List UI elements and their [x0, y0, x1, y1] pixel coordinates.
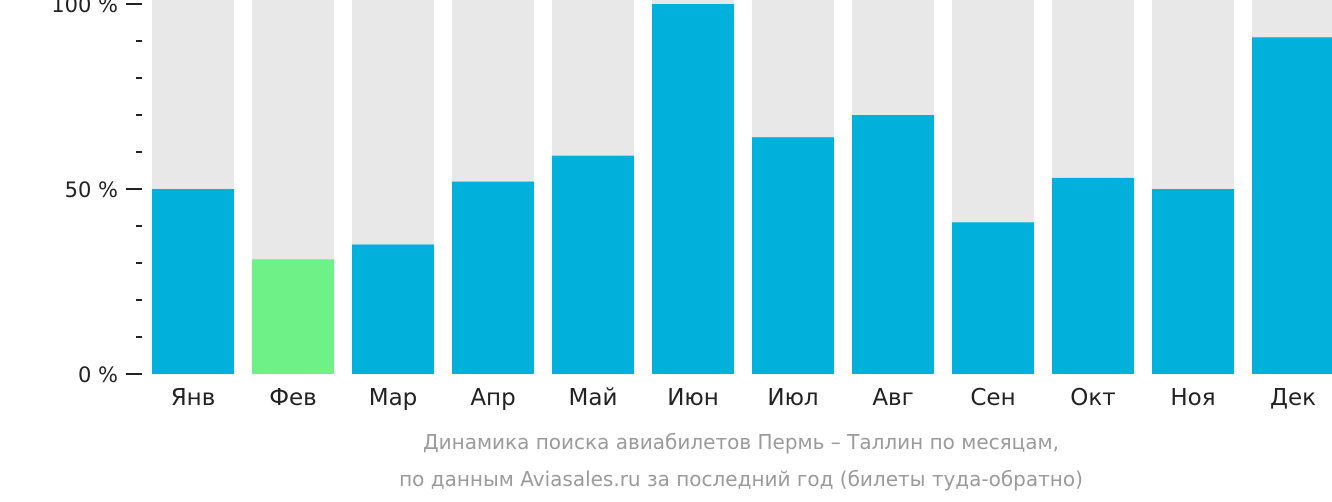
x-tick-label-8: Авг: [872, 385, 913, 411]
bar-8: [852, 115, 934, 374]
x-tick-label-7: Июл: [767, 385, 818, 411]
x-tick-label-9: Сен: [970, 385, 1015, 411]
bar-11: [1152, 189, 1234, 374]
bar-12: [1252, 37, 1332, 375]
x-tick-label-5: Май: [569, 385, 618, 411]
x-tick-label-4: Апр: [470, 385, 515, 411]
bars: [152, 4, 1332, 375]
bar-1: [152, 189, 234, 374]
x-tick-label-10: Окт: [1070, 385, 1115, 411]
y-tick-label: 100 %: [51, 0, 118, 17]
x-tick-label-6: Июн: [667, 385, 719, 411]
bar-9: [952, 222, 1034, 374]
chart-caption-line-1: Динамика поиска авиабилетов Пермь – Талл…: [423, 430, 1059, 454]
chart-caption-line-2: по данным Aviasales.ru за последний год …: [399, 467, 1083, 491]
bar-7: [752, 137, 834, 374]
y-tick-label: 0 %: [78, 363, 118, 387]
x-tick-label-11: Ноя: [1170, 385, 1215, 411]
bar-5: [552, 155, 634, 374]
bar-3: [352, 244, 434, 374]
x-tick-label-12: Дек: [1270, 385, 1316, 411]
bar-6: [652, 4, 734, 374]
bar-chart-svg: 0 % 50 % 100 % Янв Фев Мар Апр Май Июн Июл Авг Сен…: [51, 0, 1332, 411]
y-tick-label: 50 %: [65, 178, 118, 202]
x-tick-label-2: Фев: [269, 385, 317, 411]
x-axis-labels: Янв Фев Мар Апр Май Июн Июл Авг Сен Окт Ноя Дек: [171, 385, 1316, 411]
bar-10: [1052, 177, 1134, 374]
bar-4: [452, 181, 534, 374]
x-tick-label-1: Янв: [171, 385, 216, 411]
y-axis: 0 % 50 % 100 %: [51, 0, 142, 387]
bar-2: [252, 259, 334, 374]
x-tick-label-3: Мар: [369, 385, 418, 411]
